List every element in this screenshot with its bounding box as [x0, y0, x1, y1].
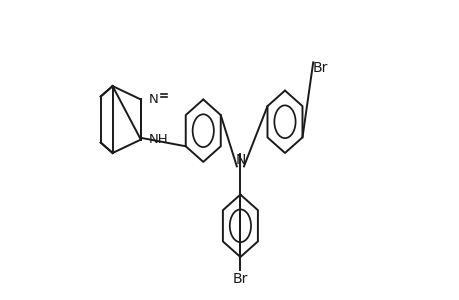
Text: Br: Br	[312, 61, 328, 75]
Text: NH: NH	[148, 133, 168, 146]
Text: N: N	[235, 153, 245, 167]
Text: N: N	[148, 93, 158, 106]
Text: Br: Br	[232, 272, 247, 286]
